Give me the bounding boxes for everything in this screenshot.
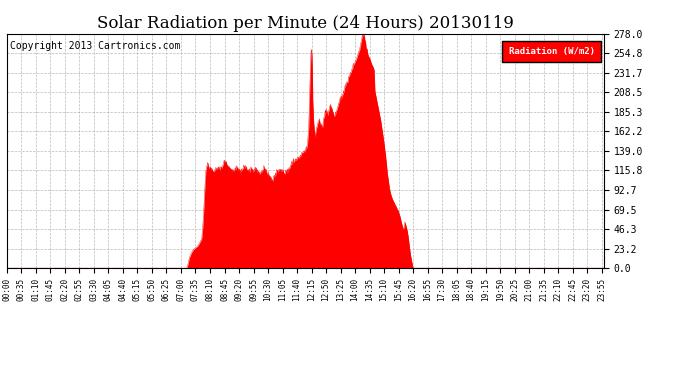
Text: Copyright 2013 Cartronics.com: Copyright 2013 Cartronics.com	[10, 41, 180, 51]
FancyBboxPatch shape	[502, 41, 601, 62]
Text: Radiation (W/m2): Radiation (W/m2)	[509, 47, 595, 56]
Title: Solar Radiation per Minute (24 Hours) 20130119: Solar Radiation per Minute (24 Hours) 20…	[97, 15, 514, 32]
